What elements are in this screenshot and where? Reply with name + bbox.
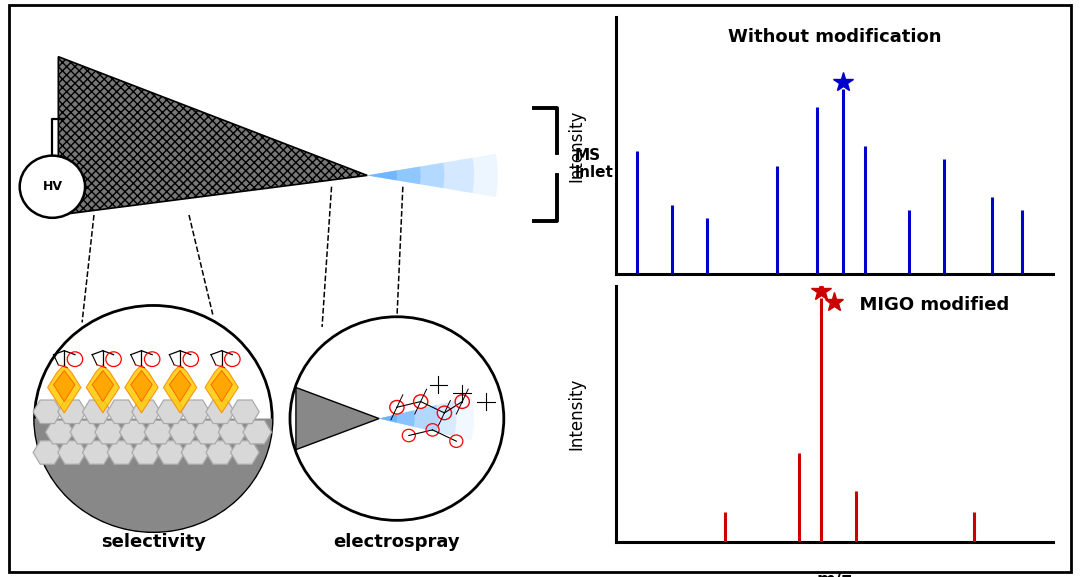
- Wedge shape: [379, 410, 415, 427]
- Polygon shape: [170, 370, 191, 402]
- Polygon shape: [205, 365, 239, 413]
- Polygon shape: [120, 421, 148, 444]
- Polygon shape: [181, 441, 210, 464]
- Polygon shape: [206, 441, 234, 464]
- Polygon shape: [82, 400, 111, 424]
- Polygon shape: [157, 441, 185, 464]
- Polygon shape: [86, 365, 120, 413]
- Wedge shape: [367, 163, 445, 188]
- Polygon shape: [231, 441, 259, 464]
- Polygon shape: [243, 421, 271, 444]
- Text: selectivity: selectivity: [100, 534, 206, 552]
- Text: HV: HV: [42, 180, 63, 193]
- Polygon shape: [131, 370, 152, 402]
- Polygon shape: [58, 57, 367, 215]
- Polygon shape: [33, 400, 62, 424]
- Polygon shape: [145, 421, 173, 444]
- Polygon shape: [218, 421, 247, 444]
- Polygon shape: [54, 370, 75, 402]
- Polygon shape: [211, 370, 232, 402]
- Polygon shape: [58, 441, 86, 464]
- Polygon shape: [132, 400, 161, 424]
- Text: electrospray: electrospray: [334, 534, 460, 552]
- Polygon shape: [33, 441, 62, 464]
- Polygon shape: [163, 365, 197, 413]
- Polygon shape: [48, 365, 81, 413]
- Polygon shape: [125, 365, 158, 413]
- Polygon shape: [70, 421, 98, 444]
- Wedge shape: [379, 414, 397, 423]
- Polygon shape: [45, 421, 73, 444]
- Text: m/z: m/z: [816, 571, 852, 577]
- Polygon shape: [231, 400, 259, 424]
- Wedge shape: [367, 158, 474, 193]
- Polygon shape: [107, 400, 136, 424]
- Polygon shape: [95, 421, 123, 444]
- Polygon shape: [168, 421, 198, 444]
- Wedge shape: [367, 170, 397, 181]
- Circle shape: [35, 305, 272, 531]
- Text: Without modification: Without modification: [728, 28, 941, 46]
- Polygon shape: [58, 400, 86, 424]
- Circle shape: [19, 156, 85, 218]
- Wedge shape: [379, 401, 457, 436]
- Polygon shape: [92, 370, 113, 402]
- Polygon shape: [193, 421, 222, 444]
- Polygon shape: [82, 441, 111, 464]
- Text: MIGO modified: MIGO modified: [848, 296, 1010, 314]
- Circle shape: [289, 317, 504, 520]
- Text: Intensity: Intensity: [567, 110, 585, 182]
- Wedge shape: [367, 167, 421, 184]
- Polygon shape: [35, 418, 272, 531]
- Text: MS
inlet: MS inlet: [576, 148, 613, 180]
- Wedge shape: [379, 396, 474, 440]
- Wedge shape: [379, 405, 438, 432]
- Polygon shape: [132, 441, 161, 464]
- Text: Intensity: Intensity: [567, 378, 585, 450]
- Wedge shape: [367, 154, 498, 197]
- Polygon shape: [296, 388, 379, 449]
- Polygon shape: [206, 400, 234, 424]
- Polygon shape: [181, 400, 210, 424]
- Polygon shape: [157, 400, 185, 424]
- Polygon shape: [107, 441, 136, 464]
- Text: m/z: m/z: [816, 302, 852, 320]
